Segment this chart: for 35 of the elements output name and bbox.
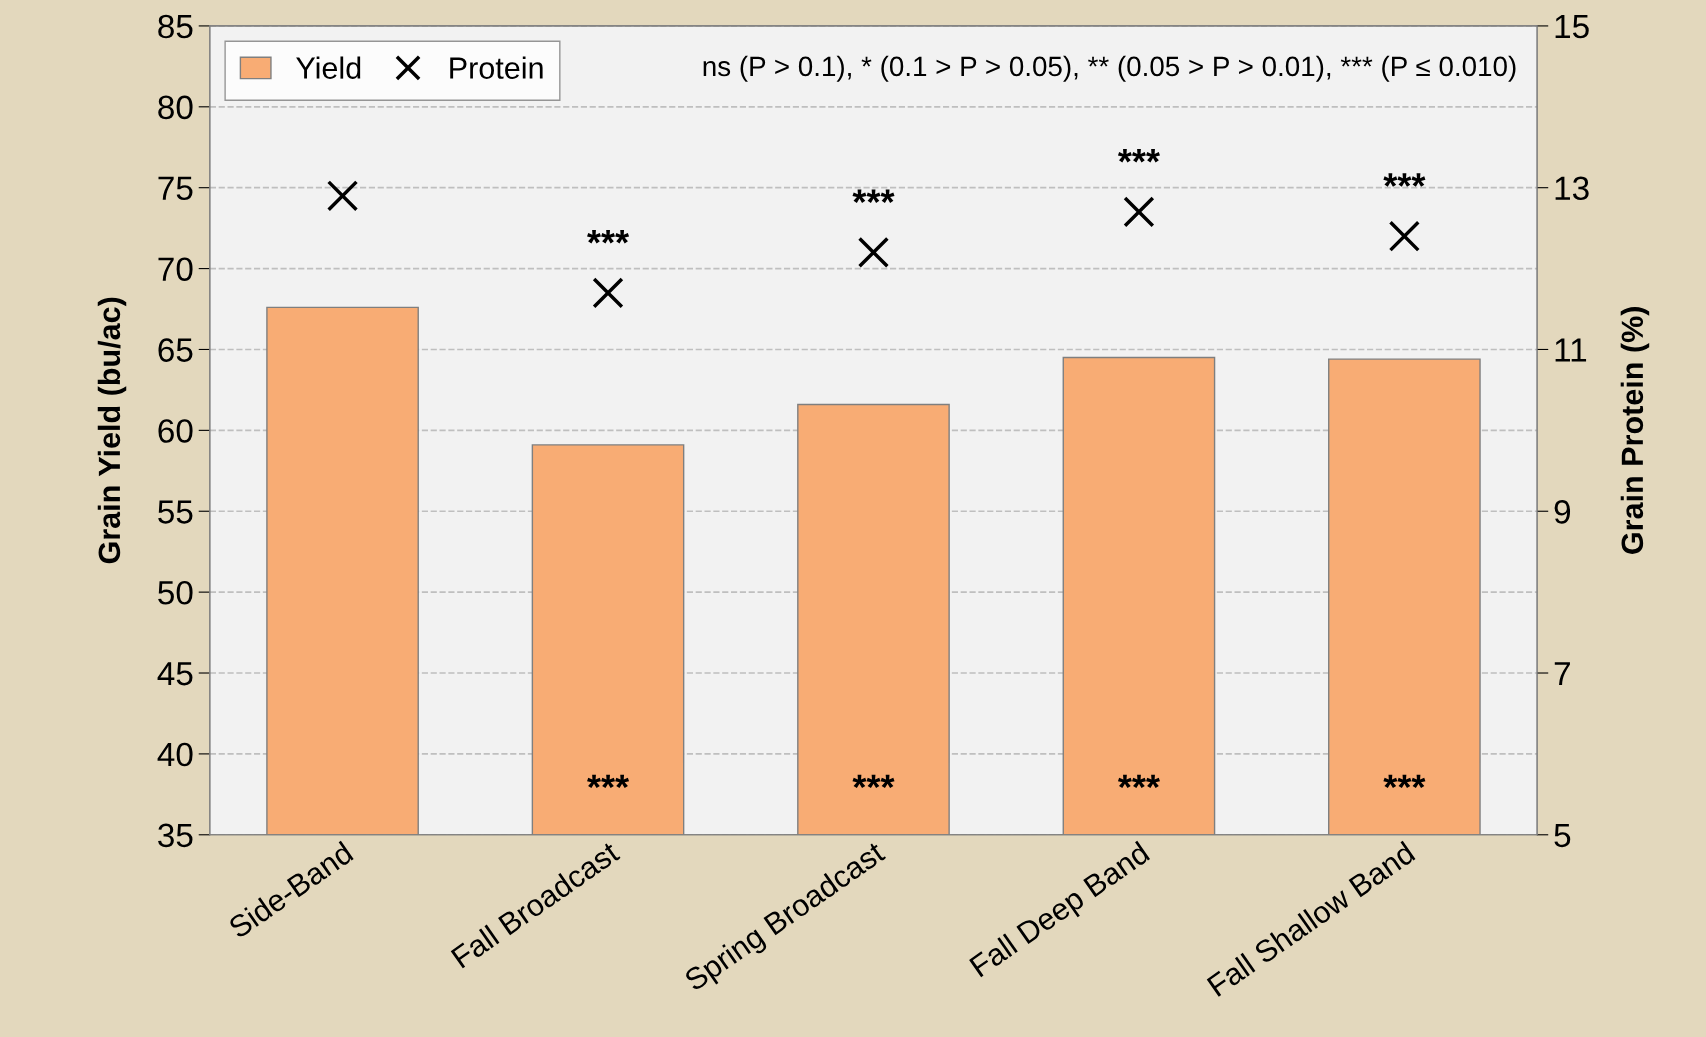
y-tick-label: 35: [158, 823, 193, 848]
y2-tick-label: 9: [1554, 500, 1571, 524]
y-tick-label: 65: [158, 338, 193, 362]
y-tick-label: 60: [158, 419, 193, 443]
y2-axis-title: Grain Protein (%): [1620, 307, 1650, 554]
y-tick-label: 85: [158, 14, 193, 39]
y2-tick-label: 7: [1554, 662, 1570, 686]
annotation: ***: [852, 189, 895, 203]
annotation: ***: [587, 229, 630, 244]
y2-tick-label: 15: [1555, 15, 1589, 39]
y2-tick-label: 11: [1555, 338, 1587, 362]
point: [1123, 196, 1155, 228]
legend-label: Yield: [296, 56, 361, 79]
annotation: ***: [1383, 774, 1426, 789]
y-axis-title: Grain Yield (bu/ac): [97, 297, 127, 564]
y2-tick-label: 13: [1555, 176, 1589, 201]
point: [1388, 220, 1420, 252]
annotation: ***: [1117, 149, 1160, 163]
annotation: ***: [587, 774, 630, 789]
y-tick-label: 80: [158, 95, 193, 120]
y-tick-label: 75: [158, 176, 193, 201]
point: [592, 277, 624, 309]
annotation: ***: [1117, 774, 1160, 789]
annotation: ***: [1383, 173, 1426, 187]
point: [326, 180, 359, 212]
y-tick-label: 55: [158, 500, 193, 524]
point: [857, 236, 890, 269]
y-tick-label: 40: [157, 742, 193, 767]
annotation: ns (P > 0.1), * (0.1 > P > 0.05), ** (0.05 > P > 0.01), *** (P ≤ 0.010): [703, 55, 1516, 82]
annotation: ***: [852, 774, 895, 789]
y-tick-label: 45: [157, 662, 193, 686]
y2-tick-label: 5: [1554, 823, 1571, 848]
legend-label: Protein: [450, 56, 543, 79]
y-tick-label: 70: [158, 257, 193, 281]
y-tick-label: 50: [158, 580, 193, 605]
